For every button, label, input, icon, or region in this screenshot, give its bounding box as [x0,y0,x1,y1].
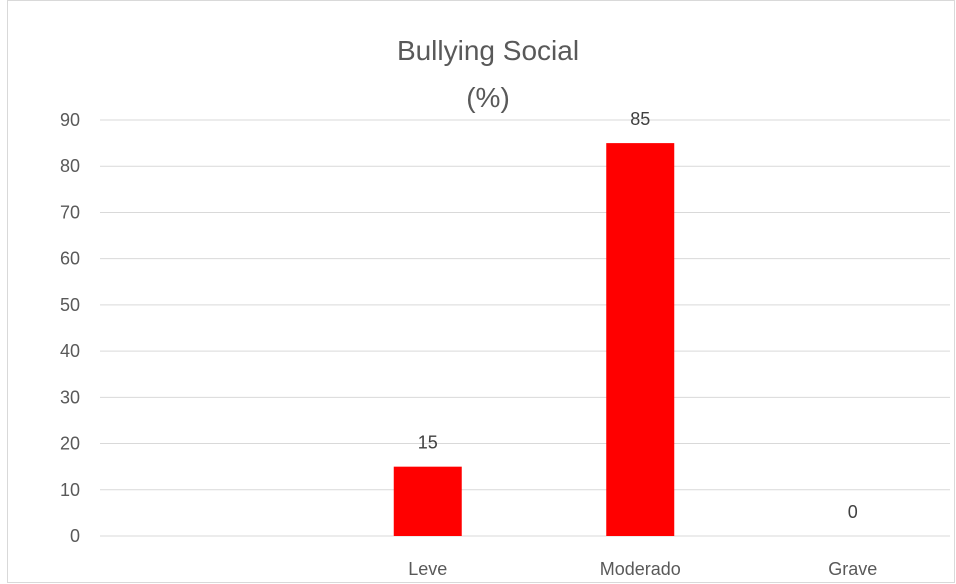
y-tick-label: 30 [60,387,80,407]
data-label: 0 [848,502,858,522]
y-tick-label: 0 [70,526,80,546]
y-tick-label: 70 [60,202,80,222]
x-tick-label: Grave [828,559,877,579]
y-tick-label: 50 [60,295,80,315]
bar [606,143,674,536]
y-tick-label: 60 [60,249,80,269]
x-tick-label: Leve [408,559,447,579]
y-tick-label: 20 [60,434,80,454]
data-label: 15 [418,433,438,453]
x-tick-label: Moderado [600,559,681,579]
y-tick-label: 80 [60,156,80,176]
y-tick-label: 90 [60,110,80,130]
y-tick-label: 10 [60,480,80,500]
y-tick-label: 40 [60,341,80,361]
data-label: 85 [630,109,650,129]
bar [394,467,462,536]
